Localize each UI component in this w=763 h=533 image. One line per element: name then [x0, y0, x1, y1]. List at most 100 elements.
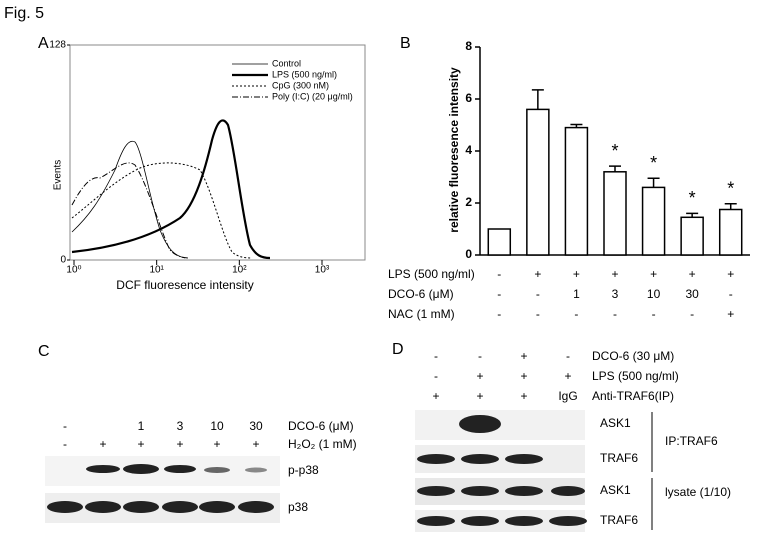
treatment-value: + — [564, 369, 571, 383]
bar — [641, 186, 666, 256]
plot-frame — [69, 44, 366, 261]
annotation: * — [611, 141, 618, 161]
bar — [564, 126, 589, 256]
treatment-value: + — [520, 389, 527, 403]
panel-label: A — [38, 35, 49, 52]
band — [85, 501, 121, 513]
error-bar — [647, 177, 660, 188]
treatment-value: 10 — [210, 419, 224, 433]
treatment-value: + — [213, 437, 220, 451]
band-label: ASK1 — [600, 483, 631, 497]
condition-value: + — [727, 307, 734, 321]
treatment-value: - — [566, 349, 570, 363]
condition-value: - — [729, 287, 733, 301]
y-tick-label: 0 — [465, 247, 472, 261]
treatment-value: - — [434, 349, 438, 363]
band-label: p38 — [288, 500, 308, 514]
treatment-value: + — [476, 369, 483, 383]
treatment-value: + — [137, 437, 144, 451]
condition-value: - — [497, 307, 501, 321]
y-axis-label: relative fluoresence intensity — [447, 67, 461, 233]
figure-label: Fig. 5 — [4, 5, 44, 22]
group-label: lysate (1/10) — [665, 485, 731, 499]
x-tick-label: 10³ — [315, 265, 330, 276]
band — [123, 501, 159, 513]
condition-value: 30 — [685, 287, 699, 301]
band — [461, 454, 499, 464]
condition-label: DCO-6 (μM) — [388, 287, 454, 301]
treatment-label: Anti-TRAF6(IP) — [592, 389, 674, 403]
condition-value: 3 — [612, 287, 619, 301]
poly-ic-curve — [71, 162, 191, 259]
group-label: IP:TRAF6 — [665, 434, 718, 448]
band — [417, 516, 455, 526]
x-tick-label: 10⁰ — [66, 265, 81, 276]
condition-value: + — [611, 267, 618, 281]
error-bar — [686, 212, 699, 218]
band — [549, 516, 587, 526]
treatment-value: - — [478, 349, 482, 363]
band — [461, 516, 499, 526]
y-axis-label: Events — [53, 160, 64, 191]
band-label: TRAF6 — [600, 513, 638, 527]
treatment-value: IgG — [558, 389, 577, 403]
error-bar — [609, 165, 621, 172]
y-tick-label: 2 — [465, 195, 472, 209]
condition-value: 1 — [573, 287, 580, 301]
x-axis-label: DCF fluoresence intensity — [116, 278, 253, 292]
treatment-value: 1 — [138, 419, 145, 433]
treatment-value: + — [99, 437, 106, 451]
treatment-label: H₂O₂ (1 mM) — [288, 437, 357, 451]
band — [86, 465, 120, 473]
band — [162, 501, 198, 513]
condition-value: - — [497, 287, 501, 301]
x-tick-label: 10¹ — [149, 265, 164, 276]
treatment-value: 30 — [249, 419, 263, 433]
y-tick-label: 6 — [465, 91, 472, 105]
condition-value: - — [690, 307, 694, 321]
condition-value: - — [652, 307, 656, 321]
band — [204, 467, 230, 473]
cpg-curve — [71, 162, 253, 259]
band — [199, 501, 235, 513]
y-tick-label: 4 — [465, 143, 472, 157]
band — [417, 486, 455, 496]
band — [123, 464, 159, 474]
band-label: p-p38 — [288, 463, 319, 477]
treatment-value: + — [176, 437, 183, 451]
panel-label: B — [400, 35, 411, 52]
treatment-value: - — [63, 419, 67, 433]
legend-entry: Poly (I:C) (20 μg/ml) — [272, 91, 353, 101]
condition-value: + — [727, 267, 734, 281]
annotation: * — [650, 153, 657, 173]
condition-value: - — [497, 267, 501, 281]
condition-value: - — [536, 307, 540, 321]
bar — [487, 228, 512, 256]
lps-curve — [71, 119, 271, 260]
treatment-label: DCO-6 (μM) — [288, 419, 354, 433]
band — [417, 454, 455, 464]
condition-value: - — [536, 287, 540, 301]
annotation: * — [727, 179, 734, 199]
band — [461, 486, 499, 496]
condition-value: 10 — [647, 287, 661, 301]
control-curve — [71, 140, 186, 259]
treatment-value: + — [476, 389, 483, 403]
band — [505, 454, 543, 464]
legend-entry: CpG (300 nM) — [272, 80, 329, 90]
band — [551, 486, 585, 496]
condition-value: - — [574, 307, 578, 321]
treatment-value: - — [63, 437, 67, 451]
treatment-value: + — [432, 389, 439, 403]
treatment-value: - — [434, 369, 438, 383]
band — [47, 501, 83, 513]
band-label: TRAF6 — [600, 451, 638, 465]
bar — [718, 208, 743, 256]
treatment-label: DCO-6 (30 μM) — [592, 349, 674, 363]
error-bar — [570, 123, 583, 128]
bar — [680, 216, 704, 256]
error-bar — [724, 203, 737, 210]
panel-label: D — [392, 341, 404, 358]
y-tick-label: 0 — [60, 255, 66, 266]
